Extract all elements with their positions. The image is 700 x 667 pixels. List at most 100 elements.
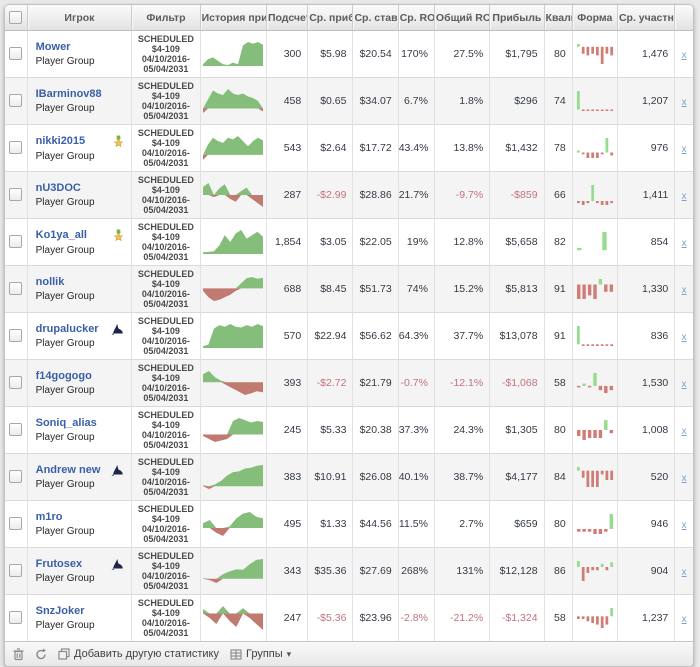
profit-history-sparkline xyxy=(203,371,264,395)
row-checkbox[interactable] xyxy=(9,282,23,296)
add-statistic-button[interactable]: Добавить другую статистику xyxy=(58,648,219,660)
player-name-link[interactable]: Andrew new xyxy=(35,464,101,476)
row-checkbox[interactable] xyxy=(9,47,23,61)
avg-stake-cell: $34.07 xyxy=(352,77,399,125)
row-checkbox[interactable] xyxy=(9,141,23,155)
qualified-cell: 84 xyxy=(543,453,573,501)
form-chart xyxy=(576,608,614,628)
avg-profit-cell: -$2.72 xyxy=(307,359,353,407)
form-cell xyxy=(571,500,618,548)
col-header-filter[interactable]: Фильтр xyxy=(131,5,201,31)
row-checkbox[interactable] xyxy=(9,329,23,343)
select-all-checkbox[interactable] xyxy=(9,11,23,24)
player-group-label: Player Group xyxy=(35,103,95,114)
col-header-count[interactable]: Подсчет xyxy=(265,5,308,31)
col-header-avg-entrants[interactable]: Ср. участников xyxy=(616,5,675,31)
shark-icon xyxy=(111,464,124,476)
row-checkbox[interactable] xyxy=(9,564,23,578)
remove-row-link[interactable]: x xyxy=(681,285,687,296)
avg-roi-cell: -0.7% xyxy=(397,359,435,407)
total-roi-cell: 1.8% xyxy=(433,77,490,125)
player-cell: SnzJoker Player Group xyxy=(26,594,132,641)
col-header-total-roi[interactable]: Общий ROI xyxy=(433,5,490,31)
remove-row-link[interactable]: x xyxy=(681,332,687,343)
col-header-profit[interactable]: Прибыль xyxy=(489,5,545,31)
profit-history-cell xyxy=(199,124,267,172)
player-name-link[interactable]: f14gogogo xyxy=(35,370,92,382)
remove-row-link[interactable]: x xyxy=(681,614,687,625)
row-checkbox[interactable] xyxy=(9,188,23,202)
avg-entrants-cell: 976 xyxy=(616,124,675,172)
row-checkbox[interactable] xyxy=(9,470,23,484)
profit-history-sparkline xyxy=(203,89,264,113)
filter-summary: SCHEDULED $4-109 04/10/2016- 05/04/2031 xyxy=(137,410,194,450)
filter-cell: SCHEDULED $4-109 04/10/2016- 05/04/2031 xyxy=(131,218,201,266)
count-cell: 300 xyxy=(265,30,308,78)
row-checkbox[interactable] xyxy=(9,517,23,531)
avg-roi-cell: 40.1% xyxy=(397,453,435,501)
player-cell: f14gogogo Player Group xyxy=(26,359,132,407)
col-header-profit-history[interactable]: История прибыли xyxy=(199,5,267,31)
player-name-link[interactable]: nollik xyxy=(35,276,65,288)
player-name-link[interactable]: m1ro xyxy=(35,511,63,523)
row-checkbox[interactable] xyxy=(9,423,23,437)
player-name-link[interactable]: Ko1ya_all xyxy=(35,229,87,241)
remove-row-link[interactable]: x xyxy=(681,473,687,484)
profit-history-sparkline xyxy=(203,465,264,489)
filter-cell: SCHEDULED $4-109 04/10/2016- 05/04/2031 xyxy=(131,359,201,407)
remove-row-link[interactable]: x xyxy=(681,567,687,578)
total-roi-cell: 12.8% xyxy=(433,218,490,266)
player-name-link[interactable]: nikki2015 xyxy=(35,135,86,147)
col-header-avg-profit[interactable]: Ср. прибыль xyxy=(307,5,353,31)
col-header-avg-stake[interactable]: Ср. ставка xyxy=(352,5,399,31)
row-checkbox[interactable] xyxy=(9,94,23,108)
stats-table-panel: Игрок Фильтр История прибыли Подсчет Ср.… xyxy=(4,4,694,667)
remove-row-link[interactable]: x xyxy=(681,426,687,437)
form-chart xyxy=(576,467,614,487)
filter-summary: SCHEDULED $4-109 04/10/2016- 05/04/2031 xyxy=(137,128,194,168)
form-cell xyxy=(571,312,618,360)
row-checkbox[interactable] xyxy=(9,376,23,390)
filter-cell: SCHEDULED $4-109 04/10/2016- 05/04/2031 xyxy=(131,312,201,360)
groups-button[interactable]: Группы ▾ xyxy=(230,648,291,660)
count-cell: 458 xyxy=(265,77,308,125)
avg-roi-cell: 6.7% xyxy=(397,77,435,125)
profit-history-cell xyxy=(199,265,267,313)
player-group-label: Player Group xyxy=(35,526,95,537)
player-name-link[interactable]: Soniq_alias xyxy=(35,417,97,429)
profit-cell: -$1,068 xyxy=(489,359,545,407)
col-header-player[interactable]: Игрок xyxy=(26,5,132,31)
row-checkbox[interactable] xyxy=(9,235,23,249)
player-name-link[interactable]: nU3DOC xyxy=(35,182,81,194)
col-header-avg-roi[interactable]: Ср. ROI xyxy=(397,5,435,31)
remove-row-link[interactable]: x xyxy=(681,144,687,155)
refresh-button[interactable] xyxy=(35,648,47,661)
row-checkbox[interactable] xyxy=(9,611,23,625)
player-name-link[interactable]: SnzJoker xyxy=(35,605,85,617)
filter-cell: SCHEDULED $4-109 04/10/2016- 05/04/2031 xyxy=(131,406,201,454)
player-name-link[interactable]: Mower xyxy=(35,41,71,53)
total-roi-cell: -21.2% xyxy=(433,594,490,641)
filter-cell: SCHEDULED $4-109 04/10/2016- 05/04/2031 xyxy=(131,171,201,219)
player-cell: Ko1ya_all Player Group xyxy=(26,218,132,266)
remove-row-link[interactable]: x xyxy=(681,50,687,61)
player-group-label: Player Group xyxy=(35,432,95,443)
avg-stake-cell: $26.08 xyxy=(352,453,399,501)
player-name-link[interactable]: IBarminov88 xyxy=(35,88,102,100)
remove-cell: x xyxy=(674,594,693,641)
col-header-qualified[interactable]: Квалиф xyxy=(543,5,573,31)
remove-row-link[interactable]: x xyxy=(681,191,687,202)
filter-summary: SCHEDULED $4-109 04/10/2016- 05/04/2031 xyxy=(137,269,194,309)
remove-row-link[interactable]: x xyxy=(681,97,687,108)
remove-row-link[interactable]: x xyxy=(681,379,687,390)
count-cell: 393 xyxy=(265,359,308,407)
player-name-link[interactable]: drupalucker xyxy=(35,323,99,335)
col-header-form[interactable]: Форма xyxy=(571,5,618,31)
total-roi-cell: 15.2% xyxy=(433,265,490,313)
delete-button[interactable] xyxy=(13,647,24,661)
table-row: Soniq_alias Player Group SCHEDULED $4-109… xyxy=(5,406,693,454)
remove-row-link[interactable]: x xyxy=(681,238,687,249)
player-name-link[interactable]: Frutosex xyxy=(35,558,83,570)
avg-roi-cell: 19% xyxy=(397,218,435,266)
remove-row-link[interactable]: x xyxy=(681,520,687,531)
